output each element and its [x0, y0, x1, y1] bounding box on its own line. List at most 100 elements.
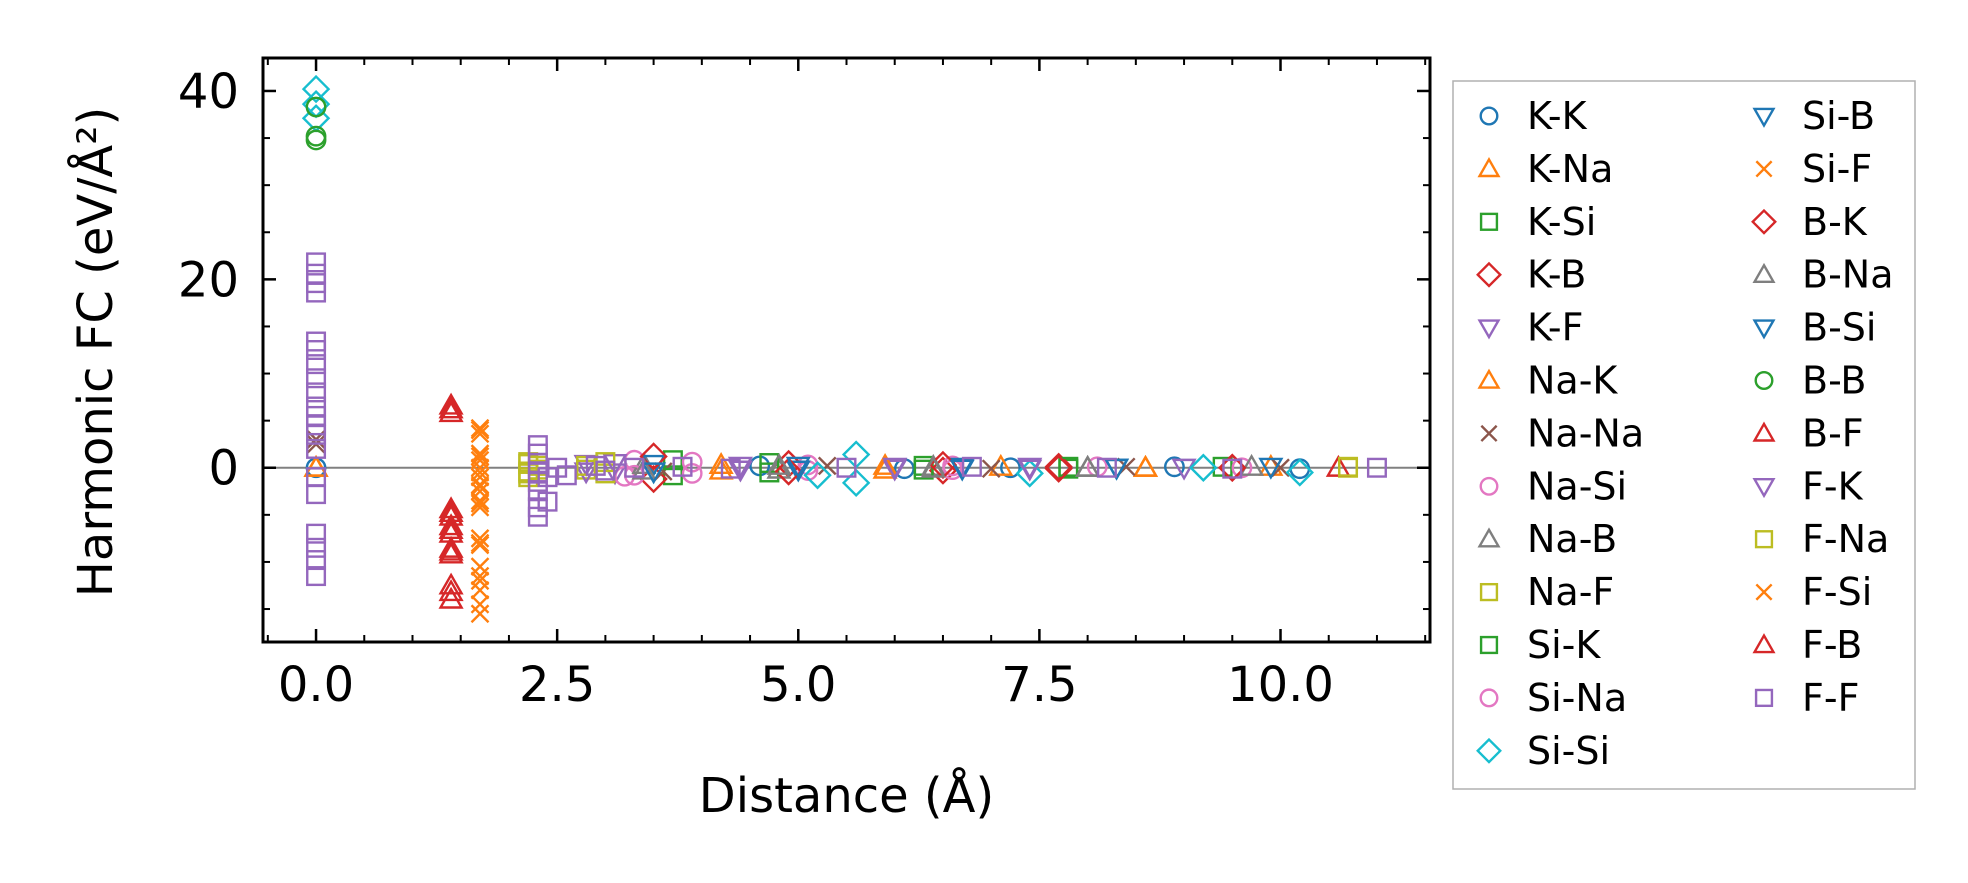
- legend-marker: [1479, 688, 1499, 708]
- data-point-f-f: [537, 491, 558, 512]
- data-point-k-b: [1044, 452, 1073, 481]
- legend-item: K-F: [1477, 306, 1584, 350]
- legend-item: Si-Si: [1476, 729, 1610, 773]
- data-point-na-na: [1271, 458, 1290, 478]
- data-point-f-na: [1338, 456, 1359, 477]
- legend-label: F-Si: [1802, 570, 1872, 614]
- legend-item: B-F: [1752, 411, 1864, 455]
- legend-label: Na-Si: [1527, 464, 1627, 508]
- data-point-f-si: [470, 494, 490, 513]
- legend-marker: [1479, 635, 1499, 655]
- legend-label: Si-B: [1802, 94, 1875, 138]
- x-tick-label: 10.0: [1227, 657, 1334, 713]
- legend-marker: [1751, 208, 1777, 235]
- legend-item: Si-Na: [1479, 676, 1627, 720]
- scatter-points: [263, 74, 1430, 624]
- data-point-f-f: [306, 340, 327, 361]
- data-point-si-f: [470, 535, 490, 555]
- legend-item: Na-Na: [1480, 411, 1644, 455]
- y-tick-label: 20: [178, 252, 239, 308]
- data-point-f-f: [306, 537, 327, 558]
- legend-item: Na-B: [1477, 517, 1617, 561]
- plot-frame: [261, 56, 1432, 644]
- legend-item: F-Na: [1754, 517, 1889, 561]
- data-point-si-f: [470, 418, 490, 438]
- data-point-f-f: [720, 458, 741, 479]
- data-point-f-si: [470, 533, 490, 553]
- data-point-b-na: [1075, 454, 1101, 477]
- legend-label: Si-Na: [1527, 676, 1627, 720]
- data-point-b-f: [438, 535, 464, 558]
- data-point-b-f: [438, 400, 464, 423]
- x-tick-label: 5.0: [760, 657, 836, 713]
- data-point-f-b: [438, 579, 464, 602]
- legend-label: K-F: [1527, 306, 1584, 350]
- legend-item: Na-Si: [1479, 464, 1627, 508]
- data-point-si-f: [470, 491, 490, 511]
- data-point-f-f: [556, 465, 577, 486]
- data-point-si-f: [470, 529, 490, 548]
- x-tick-label: 2.5: [519, 657, 595, 713]
- legend-label: F-K: [1802, 464, 1864, 508]
- legend-marker: [1754, 530, 1774, 549]
- data-point-si-si: [1285, 458, 1314, 487]
- data-point-si-si: [1015, 459, 1044, 488]
- legend-label: B-K: [1802, 200, 1868, 244]
- legend-marker: [1752, 319, 1776, 340]
- data-point-f-si: [470, 447, 490, 466]
- y-axis-label: Harmonic FC (eV/Å²): [67, 107, 124, 597]
- data-point-si-f: [470, 604, 490, 624]
- data-point-b-f: [438, 392, 464, 415]
- data-point-b-b: [305, 96, 327, 118]
- legend-label: B-Na: [1802, 253, 1894, 297]
- data-point-b-b: [305, 129, 327, 151]
- y-tick-label: 40: [178, 64, 239, 120]
- data-point-f-f: [1366, 457, 1387, 478]
- legend-label: B-B: [1802, 359, 1867, 403]
- data-point-si-k: [1058, 456, 1079, 477]
- data-point-si-na: [942, 455, 963, 477]
- legend-marker: [1755, 160, 1773, 178]
- legend-marker: [1752, 262, 1776, 283]
- data-point-b-k: [1044, 454, 1073, 483]
- legend-label: Si-Si: [1527, 729, 1610, 773]
- legend-item: F-Si: [1755, 570, 1872, 614]
- data-point-na-na: [981, 459, 1001, 479]
- data-point-si-f: [470, 467, 490, 487]
- data-point-k-na: [1258, 453, 1284, 476]
- data-point-na-k: [1132, 454, 1159, 477]
- legend-item: B-B: [1754, 359, 1867, 403]
- legend-item: K-B: [1476, 253, 1586, 297]
- legend-label: K-B: [1527, 253, 1586, 297]
- data-point-si-f: [470, 580, 490, 600]
- data-point-si-f: [470, 557, 490, 576]
- x-tick-label: 7.5: [1001, 657, 1077, 713]
- legend-item: Na-K: [1477, 359, 1618, 403]
- legend-marker: [1752, 633, 1776, 654]
- data-point-si-f: [470, 497, 490, 517]
- legend-item: B-K: [1751, 200, 1868, 244]
- legend-label: K-Si: [1527, 200, 1596, 244]
- legend-item: Si-B: [1752, 94, 1875, 138]
- data-point-f-f: [306, 484, 327, 505]
- y-tick-label: 0: [208, 441, 239, 497]
- data-point-f-f: [306, 354, 327, 375]
- legend-label: F-F: [1802, 676, 1859, 720]
- data-point-f-b: [438, 516, 464, 539]
- legend-marker: [1477, 319, 1501, 340]
- legend-label: K-K: [1527, 94, 1588, 138]
- legend-marker: [1754, 371, 1774, 390]
- legend-item: Si-F: [1755, 147, 1872, 191]
- legend-item: K-Na: [1477, 147, 1613, 191]
- legend-label: K-Na: [1527, 147, 1613, 191]
- data-point-k-na: [1132, 454, 1159, 477]
- legend-item: Si-K: [1479, 623, 1601, 667]
- data-point-b-f: [438, 541, 464, 564]
- data-point-f-f: [836, 457, 857, 478]
- legend-marker: [1752, 478, 1776, 499]
- data-point-f-k: [882, 457, 908, 480]
- data-point-f-f: [1096, 457, 1117, 478]
- legend-marker: [1476, 261, 1502, 288]
- data-point-b-si: [785, 456, 811, 479]
- legend-marker: [1479, 106, 1499, 126]
